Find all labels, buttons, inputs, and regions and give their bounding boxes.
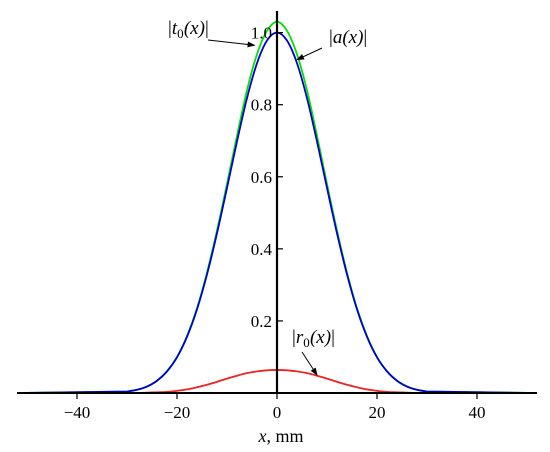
- y-tick-label: 0.8: [251, 96, 272, 115]
- y-tick-label: 1.0: [251, 24, 272, 43]
- x-tick-label: −20: [164, 403, 191, 422]
- x-tick-label: 0: [273, 403, 282, 422]
- axes-layer: [17, 11, 537, 394]
- annotation-arrow-r0: [301, 351, 318, 376]
- x-tick-label: −40: [64, 403, 91, 422]
- ticks-layer: −40 −20 0 20 40 0.2 0.4 0.6 0.8 1.0: [64, 24, 486, 422]
- annotation-arrow-a: [296, 47, 323, 61]
- y-tick-label: 0.4: [251, 240, 273, 259]
- x-axis-label: x, mm: [257, 426, 303, 446]
- annotation-label-t0: |t0 (x)|: [168, 18, 209, 41]
- annotations-layer: |t0 (x)| |a(x)| |r0 (x)|: [168, 18, 367, 376]
- annotation-arrow-t0: [207, 39, 256, 48]
- x-axis-label-var: x: [257, 426, 266, 446]
- y-tick-label: 0.6: [251, 168, 272, 187]
- annotation-label-r0: |r0 (x)|: [292, 327, 335, 350]
- x-axis-label-unit: , mm: [266, 426, 303, 446]
- annotation-label-a: |a(x)|: [329, 27, 367, 48]
- x-tick-label: 20: [369, 403, 386, 422]
- x-tick-label: 40: [469, 403, 486, 422]
- y-tick-label: 0.2: [251, 312, 272, 331]
